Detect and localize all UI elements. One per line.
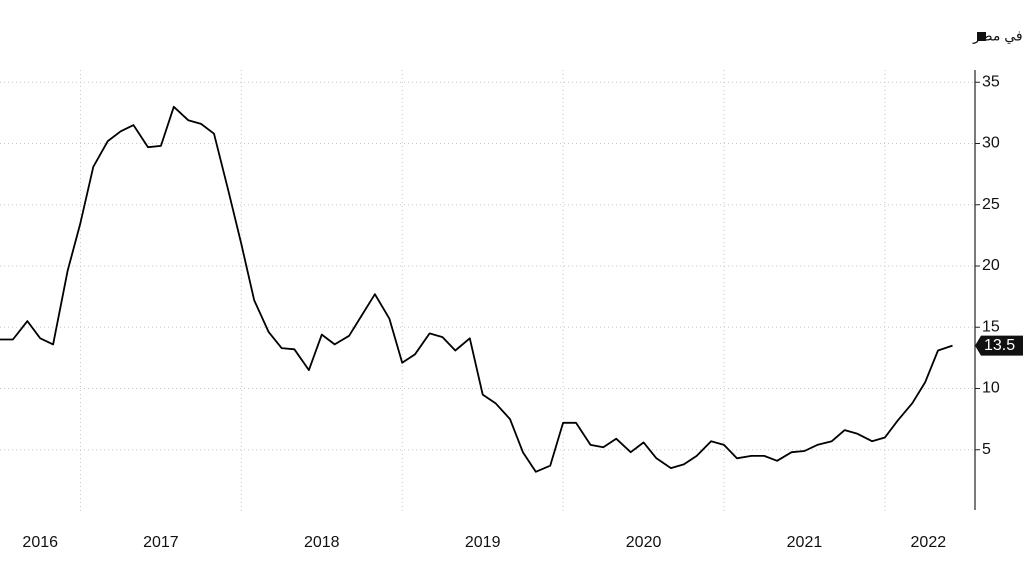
x-tick-label: 2018 [304,534,340,551]
x-tick-label: 2021 [787,534,823,551]
x-tick-label: 2022 [911,534,947,551]
y-tick-label: 20 [982,257,1000,274]
y-tick-label: 15 [982,318,1000,335]
last-value-tag [975,335,1023,356]
x-tick-label: 2020 [626,534,662,551]
y-tick-label: 25 [982,196,1000,213]
x-tick-label: 2019 [465,534,501,551]
x-tick-label: 2016 [22,534,58,551]
y-tick-label: 30 [982,135,1000,152]
legend-marker [977,32,986,41]
last-value-label: 13.5 [984,337,1015,354]
x-tick-label: 2017 [143,534,179,551]
y-tick-label: 10 [982,380,1000,397]
y-tick-label: 5 [982,441,991,458]
series-line [0,105,953,473]
y-tick-label: 35 [982,73,1000,90]
